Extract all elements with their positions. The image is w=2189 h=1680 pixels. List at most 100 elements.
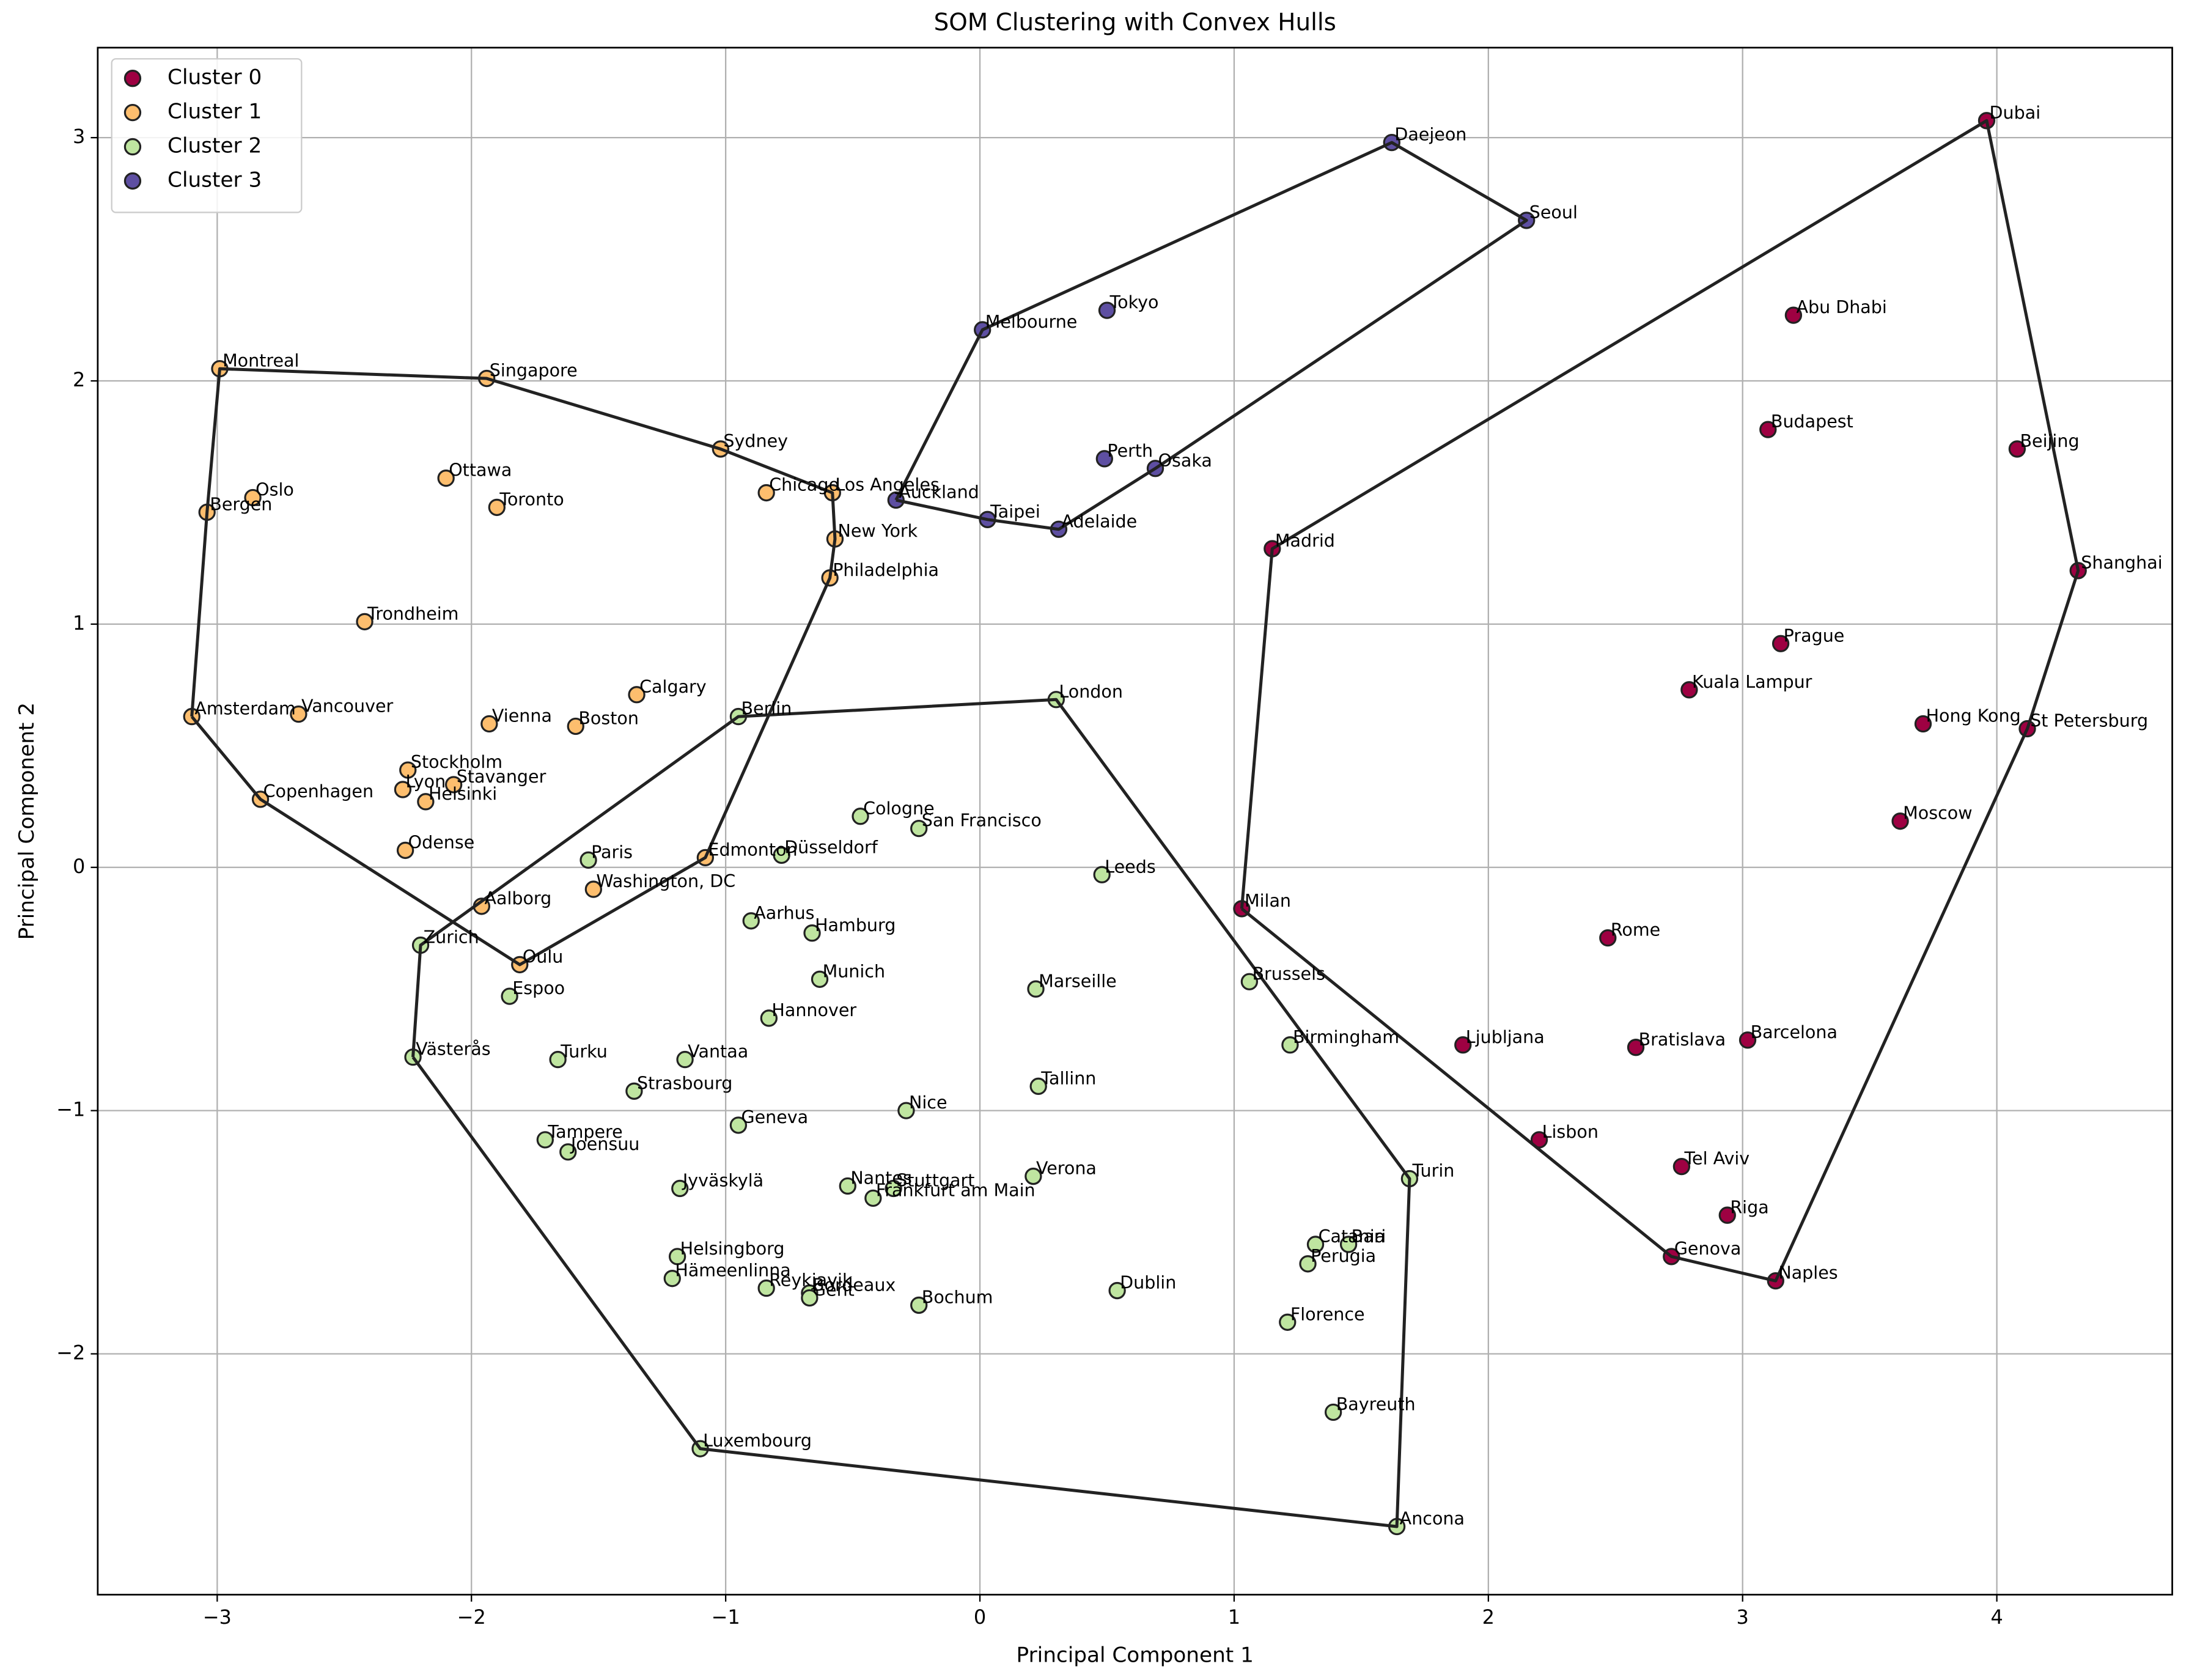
- data-point: [1718, 1206, 1736, 1224]
- point-label: Marseille: [1039, 971, 1117, 991]
- point-label: Tampere: [547, 1122, 622, 1142]
- point-label: St Petersburg: [2030, 711, 2148, 731]
- point-label: Trondheim: [367, 603, 458, 624]
- point-label: Aalborg: [484, 888, 551, 908]
- x-tick-label: −3: [203, 1605, 232, 1629]
- data-point: [1095, 450, 1113, 468]
- data-point: [773, 846, 790, 864]
- point-label: Los Angeles: [835, 475, 939, 495]
- data-point: [356, 613, 373, 631]
- point-label: Catania: [1319, 1226, 1386, 1247]
- data-point: [437, 470, 455, 487]
- point-label: Hannover: [771, 1000, 856, 1020]
- point-label: Abu Dhabi: [1796, 297, 1886, 317]
- data-point: [757, 1279, 775, 1297]
- point-label: Jyväskylä: [682, 1171, 763, 1191]
- data-point: [671, 1179, 689, 1198]
- point-label: Montreal: [223, 351, 299, 371]
- point-label: Frankfurt am Main: [876, 1180, 1036, 1200]
- point-label: San Francisco: [922, 811, 1042, 831]
- point-label: Helsinki: [429, 784, 497, 804]
- data-point: [1339, 1236, 1358, 1253]
- point-label: Vancouver: [301, 696, 394, 717]
- point-label: Ottawa: [449, 460, 512, 481]
- point-label: Zurich: [424, 927, 479, 948]
- legend-marker: [123, 103, 142, 122]
- point-label: Riga: [1730, 1197, 1768, 1217]
- data-point: [801, 1289, 819, 1307]
- point-label: Helsingborg: [680, 1239, 785, 1259]
- data-point: [663, 1270, 681, 1288]
- point-label: Sydney: [723, 431, 788, 451]
- point-label: Edmonton: [708, 839, 797, 860]
- point-label: Berlin: [741, 699, 792, 719]
- data-point: [811, 970, 829, 988]
- point-label: Singapore: [490, 361, 578, 381]
- point-label: Perugia: [1311, 1246, 1376, 1266]
- point-label: Strasbourg: [637, 1073, 732, 1093]
- x-axis-label: Principal Component 1: [1017, 1643, 1254, 1667]
- point-label: Nice: [909, 1092, 947, 1113]
- point-label: Espoo: [512, 978, 565, 998]
- point-label: Luxembourg: [703, 1431, 812, 1451]
- data-point: [549, 1050, 567, 1069]
- data-point: [584, 880, 603, 898]
- legend-box: [111, 58, 303, 213]
- point-label: Amsterdam: [194, 699, 296, 719]
- y-tick-label: 0: [73, 855, 85, 878]
- point-label: Aarhus: [754, 903, 814, 923]
- point-label: Stavanger: [457, 767, 546, 787]
- data-point: [1324, 1403, 1342, 1421]
- plot-frame: [97, 46, 2173, 1596]
- data-point: [444, 776, 463, 794]
- convex-hull: [1240, 119, 2080, 1283]
- data-point: [1240, 973, 1259, 990]
- x-tick-label: 1: [1228, 1605, 1240, 1629]
- data-point: [852, 808, 869, 825]
- x-tick-label: 4: [1990, 1605, 2003, 1629]
- data-point: [742, 912, 760, 930]
- x-tick-label: 3: [1737, 1605, 1749, 1629]
- convex-hull: [411, 698, 1411, 1528]
- legend-label: Cluster 0: [167, 65, 262, 90]
- point-label: Lisbon: [1542, 1122, 1599, 1142]
- x-tick-label: 2: [1482, 1605, 1495, 1629]
- chart-title: SOM Clustering with Convex Hulls: [934, 9, 1336, 37]
- point-label: Stuttgart: [896, 1171, 974, 1191]
- point-label: New York: [838, 521, 918, 541]
- grid: −3 −2 −1 0 1 2 3 4 −2 −1 0 1 2 3: [56, 47, 2172, 1629]
- point-label: Bratislava: [1639, 1030, 1726, 1050]
- data-point: [1784, 306, 1803, 324]
- point-label: Reykjavik: [769, 1270, 853, 1291]
- point-label: Toronto: [499, 489, 564, 509]
- point-label: Calgary: [639, 677, 707, 697]
- point-label: Budapest: [1771, 411, 1853, 432]
- point-label: Melbourne: [985, 312, 1078, 332]
- data-point: [910, 819, 928, 838]
- point-label: Taipei: [990, 501, 1040, 521]
- point-label: Barcelona: [1751, 1022, 1838, 1042]
- data-point: [1025, 1167, 1042, 1185]
- data-point: [864, 1189, 882, 1207]
- data-point: [676, 1050, 694, 1069]
- point-label: Bayreuth: [1336, 1394, 1416, 1415]
- point-label: Rome: [1611, 920, 1660, 940]
- data-point: [501, 987, 518, 1005]
- point-label: Paris: [591, 842, 633, 862]
- data-point: [567, 717, 584, 735]
- legend: Cluster 0 Cluster 1 Cluster 2 Cluster 3: [111, 58, 303, 213]
- point-label: Cologne: [863, 798, 935, 819]
- data-point: [760, 1009, 778, 1027]
- legend-label: Cluster 2: [167, 134, 262, 158]
- data-point: [1891, 812, 1909, 830]
- point-label: Prague: [1784, 625, 1845, 646]
- point-label: Perth: [1107, 441, 1153, 461]
- point-label: Joensuu: [570, 1134, 640, 1154]
- y-axis-label: Principal Component 2: [15, 702, 39, 940]
- y-tick-label: 2: [73, 368, 85, 391]
- data-point: [1093, 866, 1111, 883]
- data-point: [399, 761, 417, 779]
- point-label: Shanghai: [2081, 553, 2162, 573]
- data-point: [2008, 440, 2026, 458]
